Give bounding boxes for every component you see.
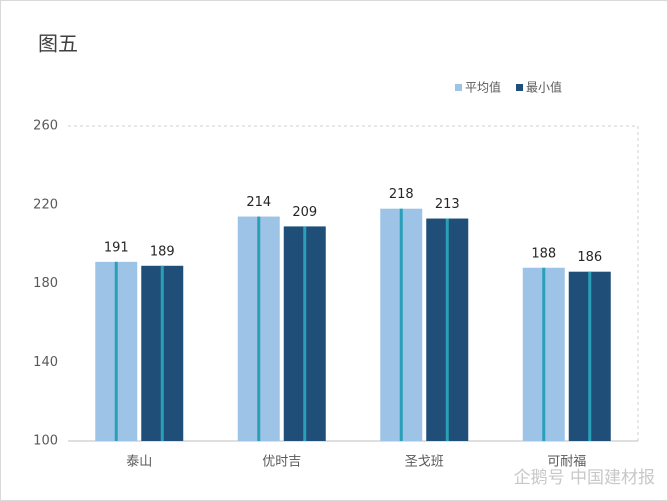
watermark: 企鹅号 中国建材报: [514, 468, 655, 488]
value-label: 186: [577, 250, 602, 265]
plot-border: [68, 125, 639, 441]
x-tick-label: 可耐福: [547, 455, 586, 470]
bar-stripe: [588, 271, 592, 441]
y-tick-label: 100: [33, 434, 58, 449]
legend-label: 平均值: [465, 80, 501, 95]
bar-stripe: [257, 216, 261, 441]
y-tick-label: 140: [33, 355, 58, 370]
bar-stripe: [160, 265, 164, 441]
bar-stripe: [445, 218, 449, 441]
y-tick-label: 180: [33, 276, 58, 291]
value-label: 218: [389, 187, 414, 202]
y-tick-label: 220: [33, 197, 58, 212]
x-tick-label: 圣戈班: [405, 455, 444, 470]
bar-stripe: [542, 267, 546, 441]
value-label: 209: [292, 205, 317, 220]
y-tick-label: 260: [33, 119, 58, 134]
bar-stripe: [399, 208, 403, 441]
x-tick-label: 优时吉: [262, 455, 301, 470]
value-label: 188: [531, 246, 556, 261]
bar-stripe: [114, 261, 118, 441]
value-label: 191: [104, 240, 129, 255]
legend-swatch: [516, 84, 524, 91]
value-label: 213: [435, 197, 460, 212]
legend-swatch: [455, 84, 462, 91]
value-label: 189: [150, 244, 175, 259]
legend-label: 最小值: [526, 80, 562, 95]
chart-title: 图五: [38, 32, 78, 56]
value-label: 214: [246, 195, 271, 210]
x-tick-label: 泰山: [126, 455, 152, 470]
bar-stripe: [303, 226, 307, 441]
